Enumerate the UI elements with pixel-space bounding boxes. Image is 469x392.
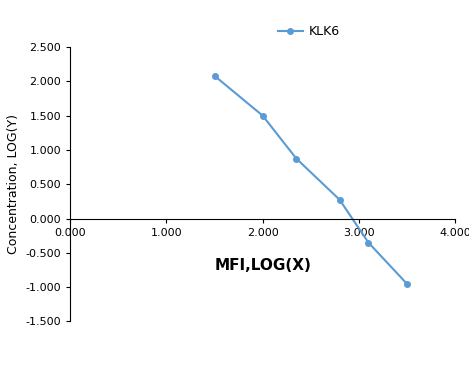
- KLK6: [294, 156, 299, 161]
- KLK6: [404, 281, 410, 286]
- KLK6: [337, 197, 342, 202]
- X-axis label: MFI,LOG(X): MFI,LOG(X): [214, 258, 311, 273]
- KLK6: [212, 74, 218, 78]
- Legend: KLK6: KLK6: [272, 20, 345, 44]
- KLK6: [260, 113, 265, 118]
- Line: KLK6: KLK6: [212, 73, 409, 287]
- Y-axis label: Concentration, LOG(Y): Concentration, LOG(Y): [7, 114, 20, 254]
- KLK6: [366, 240, 371, 245]
